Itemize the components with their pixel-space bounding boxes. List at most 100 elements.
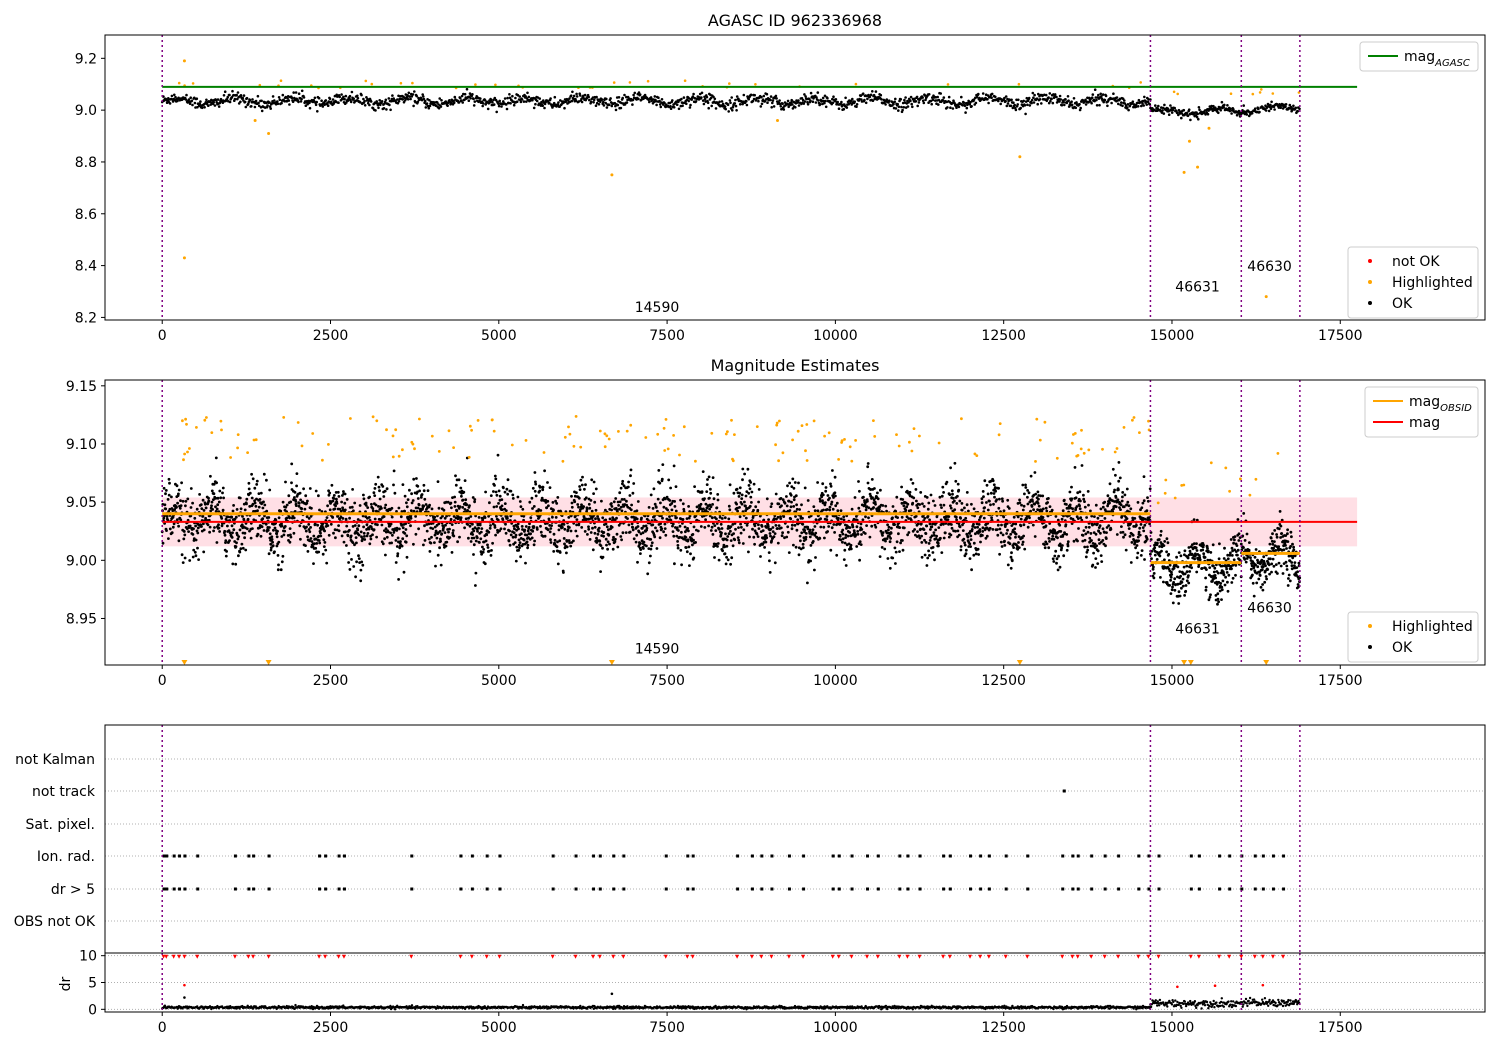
- ok-point: [816, 481, 819, 484]
- ok-point: [292, 531, 296, 535]
- ok-point: [502, 100, 505, 103]
- ok-point: [610, 508, 613, 512]
- ok-point: [1104, 94, 1108, 98]
- ok-point: [586, 533, 589, 536]
- highlighted-point: [567, 425, 570, 429]
- ok-point: [655, 103, 658, 107]
- ok-point: [625, 101, 629, 104]
- ok-point: [615, 516, 618, 520]
- ok-point: [268, 526, 271, 529]
- ok-point: [395, 545, 399, 548]
- ok-point: [932, 499, 935, 503]
- ok-point: [248, 491, 252, 495]
- ok-point: [892, 102, 895, 106]
- ok-point: [569, 529, 573, 533]
- ok-point: [748, 504, 752, 508]
- ok-point: [373, 517, 377, 521]
- ok-point: [348, 568, 352, 571]
- ok-point: [1217, 111, 1220, 115]
- ok-point: [602, 534, 605, 538]
- ok-point: [671, 522, 675, 526]
- ok-point: [212, 482, 216, 486]
- ok-point: [523, 528, 527, 532]
- ok-point: [1024, 112, 1027, 116]
- ok-point: [924, 98, 927, 102]
- ok-point: [1075, 101, 1078, 104]
- ok-point: [332, 497, 336, 500]
- ok-point: [428, 503, 431, 507]
- ok-point: [283, 525, 287, 528]
- ok-point: [215, 481, 219, 485]
- ok-point: [714, 107, 718, 110]
- ok-point: [241, 546, 245, 550]
- ok-point: [967, 509, 970, 513]
- ok-point: [957, 533, 961, 537]
- ok-point: [727, 504, 731, 508]
- ok-point: [1004, 99, 1007, 103]
- ok-point: [806, 103, 810, 106]
- ok-point: [302, 487, 305, 491]
- highlighted-point: [646, 79, 650, 83]
- ok-point: [885, 509, 888, 513]
- highlighted-point: [220, 428, 223, 432]
- ok-point: [617, 504, 620, 507]
- ok-point: [1009, 104, 1013, 108]
- ok-point: [306, 535, 309, 539]
- ok-point: [940, 551, 944, 554]
- ok-point: [676, 540, 679, 543]
- ok-point: [213, 526, 216, 529]
- ok-point: [814, 101, 818, 104]
- ok-point: [317, 550, 321, 554]
- ok-point: [359, 530, 363, 534]
- ok-point: [604, 518, 608, 522]
- ok-point: [220, 517, 224, 520]
- ok-point: [371, 533, 374, 537]
- ok-point: [689, 103, 692, 107]
- highlighted-point: [840, 439, 844, 443]
- ok-point: [489, 98, 493, 102]
- ok-point: [1033, 93, 1036, 97]
- ok-point: [731, 109, 734, 112]
- ok-point: [803, 529, 807, 532]
- highlighted-point: [385, 428, 388, 432]
- ok-point: [217, 526, 221, 530]
- ok-point: [479, 537, 483, 541]
- ok-point: [866, 97, 869, 101]
- ok-point: [270, 535, 274, 539]
- ok-point: [261, 517, 265, 521]
- ok-point: [790, 523, 794, 527]
- ok-point: [863, 98, 866, 102]
- ok-point: [370, 502, 373, 506]
- ok-point: [1050, 97, 1053, 101]
- ok-point: [549, 97, 552, 100]
- ok-point: [219, 496, 223, 500]
- ok-point: [844, 96, 847, 100]
- highlighted-point: [474, 83, 477, 86]
- ok-point: [547, 504, 550, 508]
- ok-point: [625, 95, 628, 99]
- ok-point: [356, 528, 360, 532]
- legend-label: OK: [1392, 296, 1413, 312]
- ok-point: [806, 581, 809, 585]
- ok-point: [675, 526, 679, 530]
- ok-point: [234, 545, 238, 548]
- ok-point: [861, 92, 865, 95]
- ok-point: [409, 509, 413, 512]
- ok-point: [809, 544, 813, 547]
- ok-point: [207, 104, 210, 107]
- ok-point: [696, 529, 700, 533]
- ok-point: [701, 99, 705, 102]
- ok-point: [396, 98, 399, 101]
- ok-point: [641, 531, 645, 535]
- ok-point: [413, 90, 416, 93]
- ok-point: [760, 525, 764, 528]
- ok-point: [600, 499, 603, 503]
- ok-point: [423, 99, 427, 103]
- ok-point: [715, 506, 719, 510]
- ok-point: [780, 534, 784, 538]
- ok-point: [257, 505, 261, 509]
- ok-point: [838, 534, 842, 538]
- ok-point: [957, 522, 961, 526]
- ok-point: [799, 539, 802, 543]
- ok-point: [532, 505, 536, 508]
